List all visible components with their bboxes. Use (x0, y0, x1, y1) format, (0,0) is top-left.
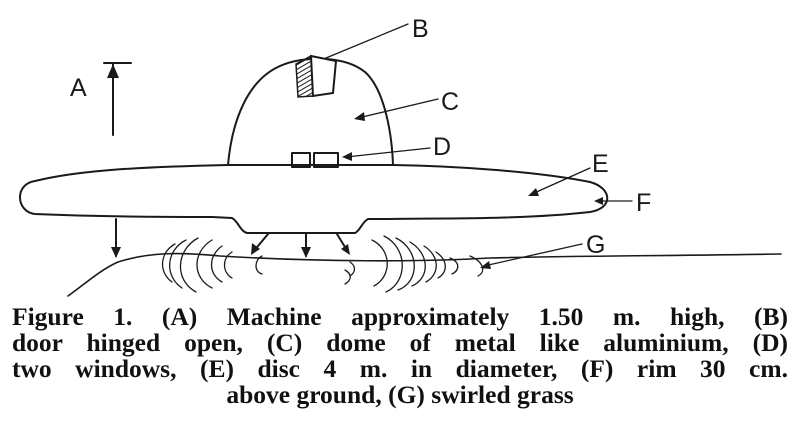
label-a: A (70, 74, 87, 102)
figure-caption: Figure 1. (A) Machine approximately 1.50… (12, 304, 788, 408)
label-b: B (412, 15, 429, 43)
label-d: D (433, 133, 451, 161)
windows (291, 152, 339, 168)
ground-line (67, 252, 782, 297)
swirled-grass (161, 235, 484, 293)
leader-lines (325, 23, 633, 269)
door (295, 54, 338, 98)
label-f: F (636, 189, 651, 217)
disc (19, 164, 609, 234)
support-arrows (111, 218, 350, 258)
caption-line-3: two windows, (E) disc 4 m. in diameter, … (12, 354, 788, 383)
label-e: E (592, 150, 609, 178)
height-indicator (103, 62, 132, 136)
label-g: G (586, 231, 605, 259)
ufo-diagram: A B C D E F G (19, 15, 782, 297)
caption-line-2: door hinged open, (C) dome of metal like… (12, 328, 788, 357)
label-c: C (441, 88, 459, 116)
caption-line-1: Figure 1. (A) Machine approximately 1.50… (12, 302, 788, 331)
caption-line-4: above ground, (G) swirled grass (226, 380, 574, 409)
